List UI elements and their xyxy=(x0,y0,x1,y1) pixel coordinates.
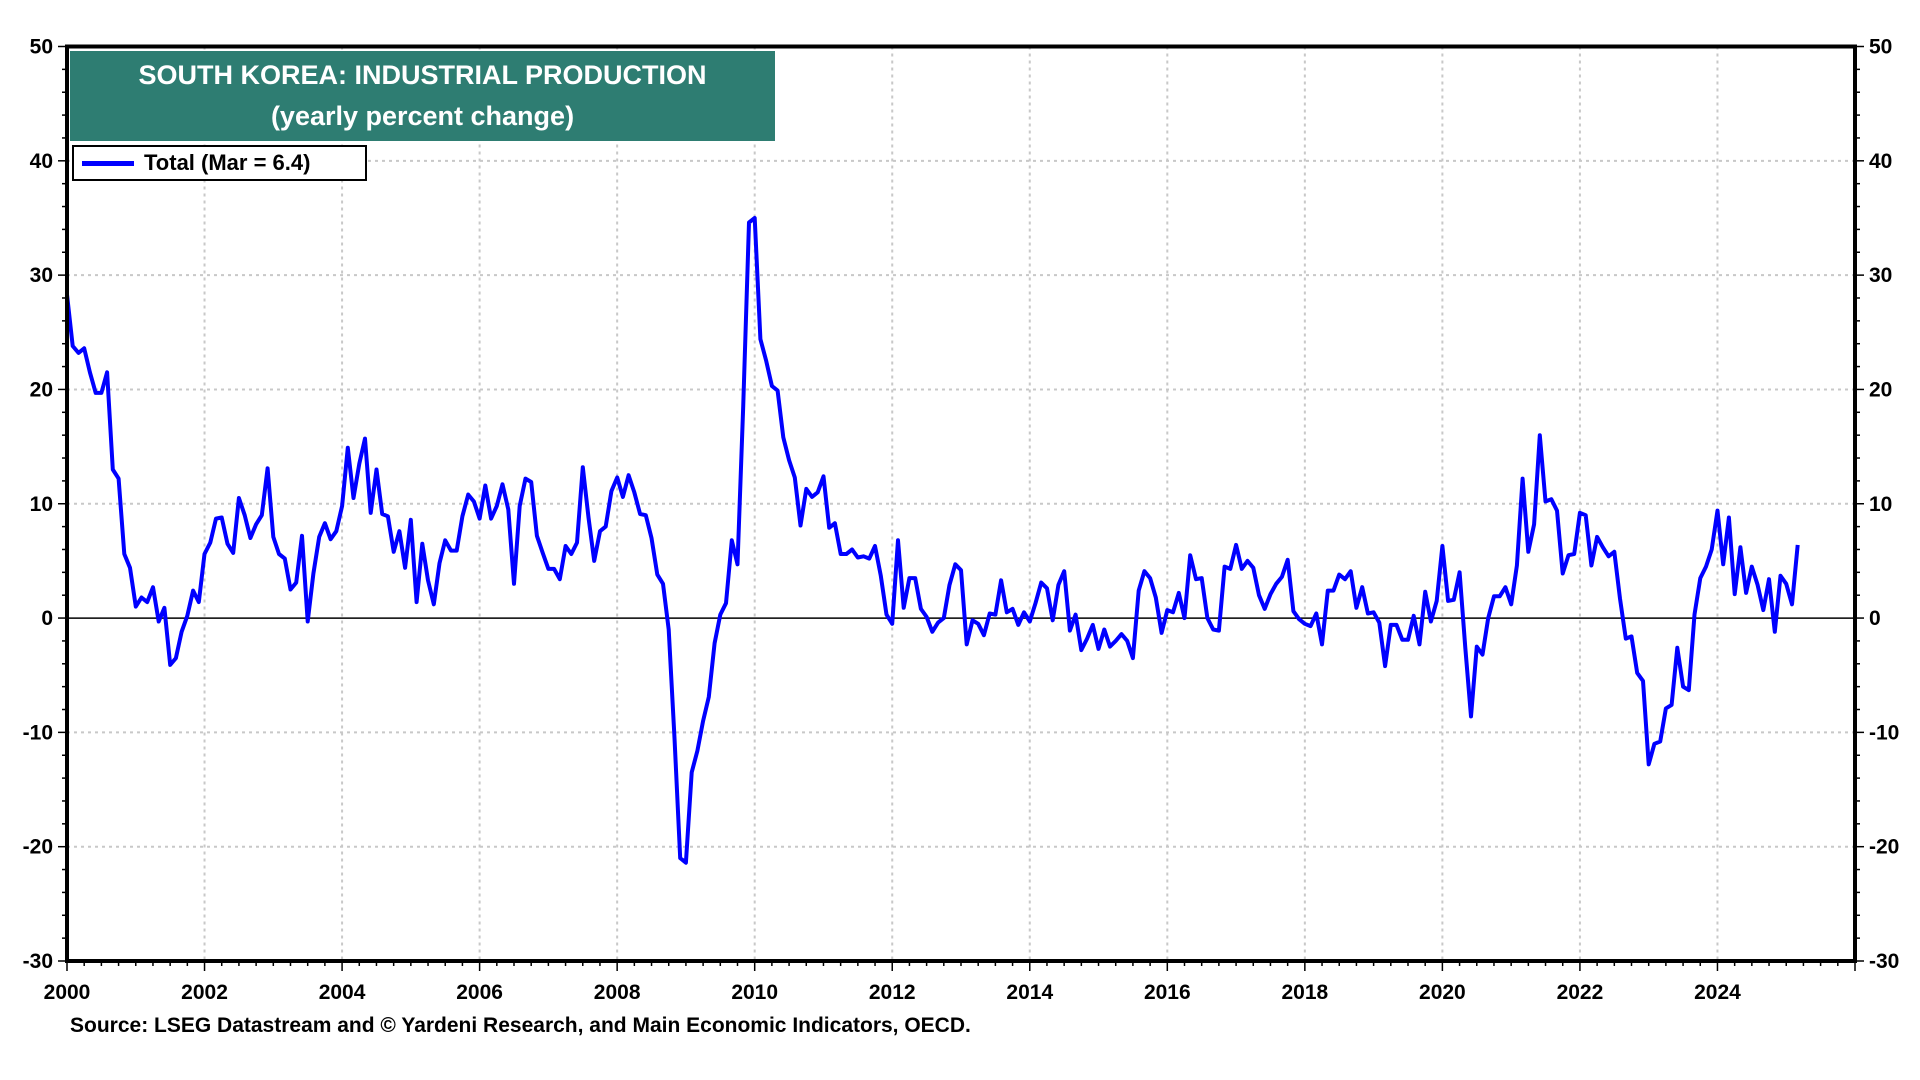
x-tick-label: 2004 xyxy=(319,981,366,1004)
x-tick-label: 2006 xyxy=(456,981,503,1004)
x-tick-label: 2008 xyxy=(594,981,641,1004)
y-tick-label-right: -30 xyxy=(1869,950,1899,973)
y-tick-label-left: 50 xyxy=(30,36,53,59)
legend: Total (Mar = 6.4) xyxy=(72,145,367,181)
y-tick-label-left: -30 xyxy=(23,950,53,973)
x-tick-label: 2024 xyxy=(1694,981,1741,1004)
y-tick-label-right: 0 xyxy=(1869,607,1881,630)
x-tick-label: 2002 xyxy=(181,981,228,1004)
y-tick-label-left: 10 xyxy=(30,493,53,516)
y-tick-label-right: 50 xyxy=(1869,36,1892,59)
x-tick-label: 2022 xyxy=(1557,981,1604,1004)
y-tick-label-right: -20 xyxy=(1869,836,1899,859)
x-tick-label: 2016 xyxy=(1144,981,1191,1004)
chart-title: SOUTH KOREA: INDUSTRIAL PRODUCTION xyxy=(138,60,707,90)
y-tick-label-right: 30 xyxy=(1869,264,1892,287)
y-tick-label-left: 0 xyxy=(41,607,53,630)
y-tick-label-left: 20 xyxy=(30,378,53,401)
x-tick-label: 2014 xyxy=(1006,981,1053,1004)
x-tick-label: 2018 xyxy=(1281,981,1328,1004)
chart-subtitle: (yearly percent change) xyxy=(270,101,575,131)
y-tick-label-right: 10 xyxy=(1869,493,1892,516)
grid xyxy=(67,46,1855,961)
x-tick-label: 2020 xyxy=(1419,981,1466,1004)
axis-ticks xyxy=(58,45,1864,971)
x-tick-label: 2000 xyxy=(44,981,91,1004)
y-tick-label-left: 40 xyxy=(30,150,53,173)
x-tick-label: 2012 xyxy=(869,981,916,1004)
x-tick-label: 2010 xyxy=(731,981,778,1004)
y-tick-label-left: -10 xyxy=(23,721,53,744)
source-note: Source: LSEG Datastream and © Yardeni Re… xyxy=(70,1014,971,1037)
y-tick-label-right: 40 xyxy=(1869,150,1892,173)
series-line-total xyxy=(65,216,1800,865)
legend-label-total: Total (Mar = 6.4) xyxy=(144,150,311,175)
y-tick-label-right: 20 xyxy=(1869,378,1892,401)
chart-title-box: SOUTH KOREA: INDUSTRIAL PRODUCTION (year… xyxy=(70,51,775,141)
y-tick-label-left: -20 xyxy=(23,836,53,859)
y-tick-label-right: -10 xyxy=(1869,721,1899,744)
y-tick-label-left: 30 xyxy=(30,264,53,287)
legend-swatch-total xyxy=(82,160,134,166)
